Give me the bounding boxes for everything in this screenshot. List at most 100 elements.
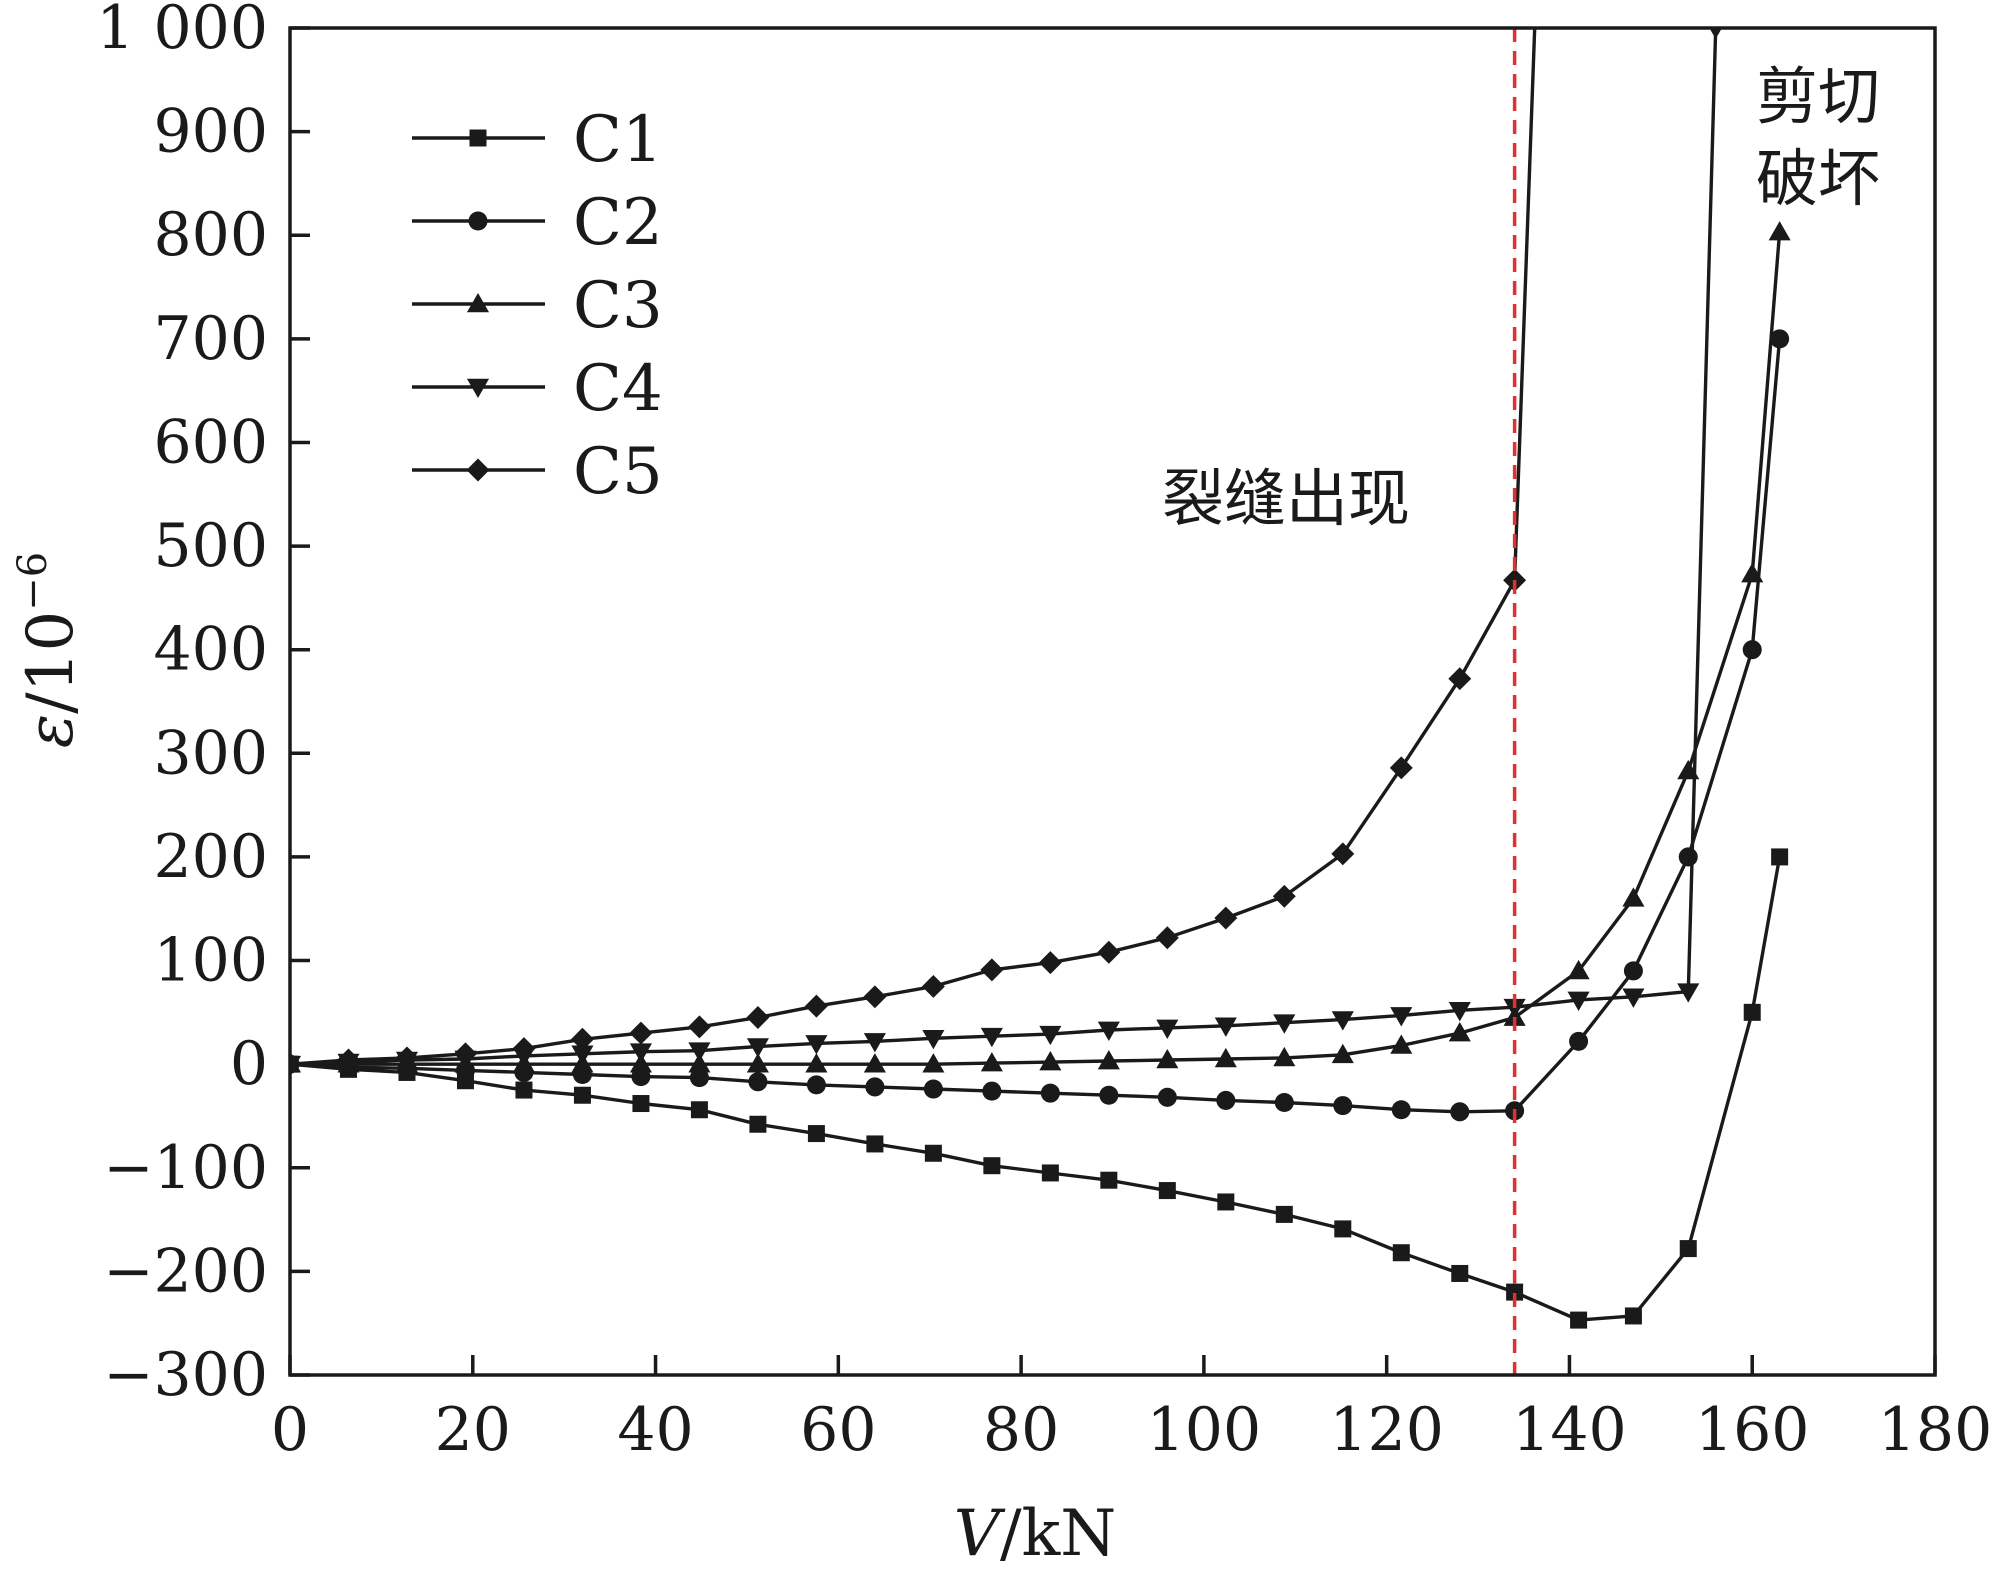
- legend-marker-C5: [466, 458, 490, 482]
- plot-content: [290, 28, 1791, 1375]
- x-tick-label: 80: [983, 1395, 1059, 1465]
- legend-label: C1: [573, 103, 663, 177]
- x-tick-label: 40: [617, 1395, 693, 1465]
- point-C2-15: [1157, 1087, 1177, 1107]
- point-C1-15: [1158, 1182, 1176, 1200]
- point-C1-26: [1771, 848, 1789, 866]
- series-line-C3: [290, 231, 1782, 1066]
- point-C3-9: [805, 1053, 828, 1073]
- point-C3-17: [1273, 1046, 1296, 1067]
- series-C4: [290, 28, 1722, 1076]
- point-C5-17: [1272, 884, 1296, 908]
- y-tick-label: 600: [153, 407, 268, 477]
- point-C4-14: [1097, 1021, 1120, 1042]
- legend-item-C5: C5: [412, 435, 663, 509]
- point-C1-11: [924, 1144, 942, 1162]
- point-C3-6: [629, 1053, 652, 1073]
- point-C2-18: [1333, 1096, 1353, 1116]
- x-axis-unit: /kN: [1000, 1497, 1116, 1571]
- x-axis-title: V/kN: [954, 1497, 1117, 1571]
- y-tick-label: 800: [153, 200, 268, 270]
- point-C4-8: [746, 1038, 769, 1058]
- point-C2-11: [923, 1079, 943, 1099]
- y-tick-label: 500: [153, 511, 268, 581]
- point-C5-11: [921, 974, 945, 998]
- point-C4-17: [1273, 1014, 1296, 1034]
- point-C4-13: [1039, 1025, 1062, 1046]
- x-tick-label: 160: [1695, 1395, 1810, 1465]
- point-C5-4: [512, 1037, 536, 1061]
- y-tick-label: 900: [153, 97, 268, 167]
- point-C3-19: [1390, 1034, 1413, 1054]
- point-C1-19: [1392, 1244, 1410, 1262]
- point-C2-25: [1742, 640, 1762, 660]
- legend-item-C4: C4: [412, 352, 663, 426]
- point-C2-20: [1450, 1102, 1470, 1122]
- series-C5: [290, 28, 1537, 1076]
- point-C3-18: [1331, 1043, 1354, 1064]
- y-tick-label: 100: [153, 926, 268, 996]
- x-tick-label: 60: [800, 1395, 876, 1465]
- y-axis: −300 −200 −100 0 100 200 300 400 500 600 700 800 900…: [96, 0, 310, 1410]
- point-C1-10: [866, 1135, 884, 1153]
- y-tick-label: −300: [103, 1340, 268, 1410]
- point-C4-20: [1448, 1001, 1471, 1022]
- point-C5-16: [1214, 906, 1238, 930]
- point-C2-16: [1216, 1090, 1236, 1110]
- point-C4-9: [805, 1035, 828, 1055]
- shear-failure-annotation-line2: 破坏: [1756, 142, 1880, 215]
- series-line-C4: [290, 28, 1718, 1066]
- point-C3-25: [1741, 563, 1764, 583]
- point-C5-10: [863, 985, 887, 1009]
- plot-frame: [288, 26, 1937, 1377]
- x-tick-label: 20: [435, 1395, 511, 1465]
- point-C1-4: [515, 1081, 533, 1099]
- point-C2-12: [982, 1081, 1002, 1101]
- point-C2-13: [1040, 1083, 1060, 1103]
- point-C3-15: [1156, 1048, 1179, 1069]
- series-line-C2: [290, 338, 1782, 1114]
- point-C4-19: [1390, 1007, 1413, 1027]
- x-tick-label: 180: [1878, 1395, 1993, 1465]
- point-C3-12: [980, 1052, 1003, 1072]
- point-C4-5: [571, 1045, 594, 1065]
- point-C2-23: [1623, 961, 1643, 981]
- point-C1-17: [1275, 1205, 1293, 1223]
- point-C4-25: [1709, 28, 1722, 40]
- point-C1-22: [1570, 1311, 1588, 1329]
- point-C4-16: [1214, 1017, 1237, 1037]
- point-C4-12: [980, 1027, 1003, 1048]
- y-axis-variable: ε: [14, 714, 88, 748]
- point-C1-5: [573, 1086, 591, 1104]
- legend-marker-C1: [469, 129, 487, 147]
- point-C3-10: [863, 1053, 886, 1073]
- legend-label: C3: [573, 269, 663, 343]
- point-C3-22: [1567, 959, 1590, 980]
- plot-border: [288, 26, 1937, 1377]
- point-C4-21: [1503, 998, 1526, 1019]
- legend-label: C5: [573, 435, 663, 509]
- point-C1-20: [1451, 1264, 1469, 1282]
- point-C3-26: [1768, 221, 1791, 241]
- point-C1-23: [1624, 1307, 1642, 1325]
- point-C3-14: [1097, 1049, 1120, 1070]
- series-line-C1: [290, 856, 1782, 1322]
- point-C5-5: [570, 1027, 594, 1051]
- legend-item-C1: C1: [412, 103, 663, 177]
- point-C2-7: [689, 1068, 709, 1088]
- point-C4-7: [688, 1042, 711, 1062]
- y-tick-label: 400: [153, 615, 268, 685]
- point-C1-21: [1506, 1283, 1524, 1301]
- point-C4-11: [922, 1029, 945, 1050]
- point-C1-14: [1100, 1171, 1118, 1189]
- y-tick-label: 1 000: [96, 0, 268, 63]
- point-C5-13: [1038, 951, 1062, 975]
- point-C1-25: [1743, 1003, 1761, 1021]
- point-C1-8: [749, 1115, 767, 1133]
- point-C3-16: [1214, 1047, 1237, 1068]
- point-C2-14: [1099, 1085, 1119, 1105]
- point-C5-12: [980, 958, 1004, 982]
- point-C1-16: [1217, 1193, 1235, 1211]
- point-C5-3: [453, 1042, 477, 1066]
